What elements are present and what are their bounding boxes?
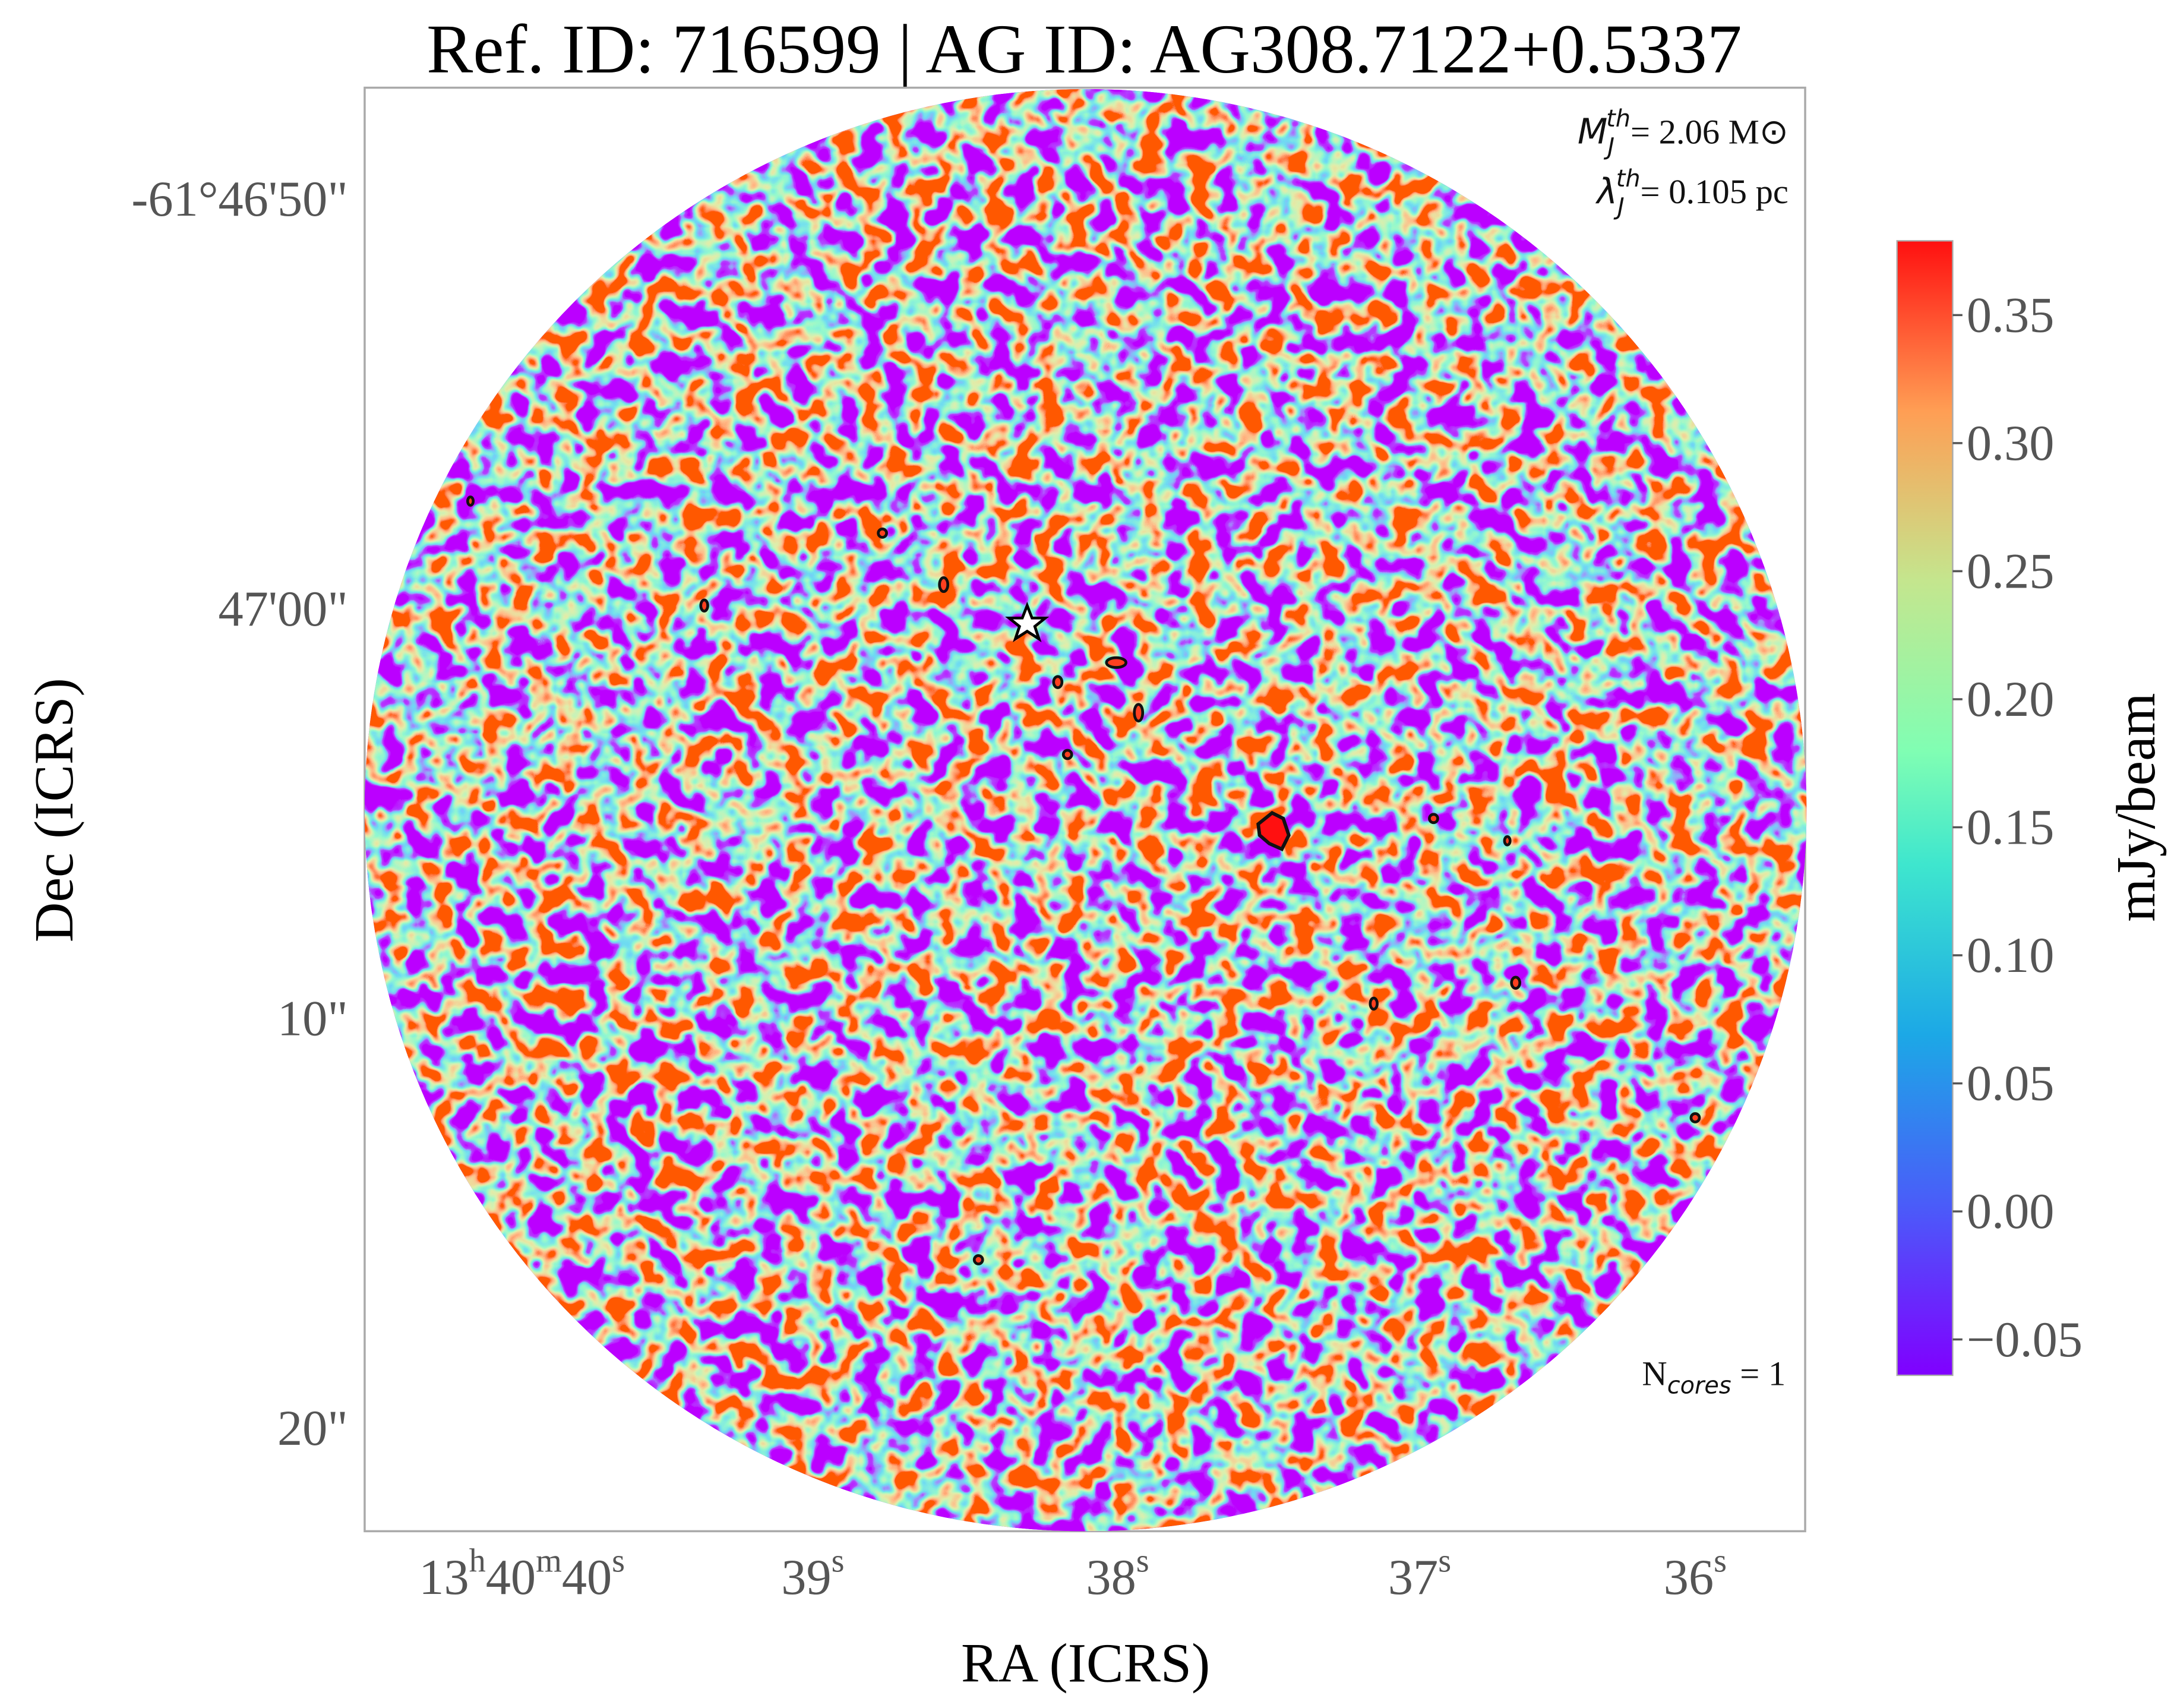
- ann-part: N: [1642, 1354, 1667, 1393]
- ann-part: th: [1616, 165, 1641, 192]
- ann-part: λ: [1595, 171, 1617, 211]
- x-tick-label: 38s: [1086, 1542, 1149, 1605]
- colorbar-tick-label: 0.35: [1967, 288, 2055, 343]
- colorbar-tick-label: −0.05: [1967, 1312, 2083, 1368]
- colorbar-tick-label: 0.15: [1967, 800, 2055, 855]
- colorbar-tick-label: 0.25: [1967, 544, 2055, 599]
- jeans-mass: MJth= 2.06 M⊙: [1578, 105, 1789, 160]
- unit-sup: m: [536, 1542, 562, 1579]
- y-axis-label: Dec (ICRS): [23, 678, 85, 942]
- y-tick-label: 47'00": [218, 582, 347, 637]
- x-tick-label: 13h40m40s: [419, 1542, 625, 1605]
- tick-part: 13: [419, 1550, 469, 1605]
- tick-part: 40: [562, 1550, 612, 1605]
- ann-part: = 2.06 M⊙: [1630, 112, 1789, 151]
- unit-sup: s: [612, 1542, 625, 1579]
- x-axis-label: RA (ICRS): [961, 1632, 1210, 1694]
- colorbar-tick-label: 0.30: [1967, 416, 2055, 471]
- unit-sup: s: [832, 1542, 845, 1579]
- x-tick-label: 36s: [1664, 1542, 1727, 1605]
- y-tick-label: -61°46'50": [131, 172, 347, 227]
- x-tick-label: 39s: [781, 1542, 844, 1605]
- ann-part: M: [1578, 111, 1608, 151]
- y-tick-label: 20": [277, 1401, 348, 1456]
- unit-sup: s: [1136, 1542, 1149, 1579]
- ann-part: = 1: [1731, 1354, 1786, 1393]
- colorbar-label: mJy/beam: [2105, 693, 2167, 921]
- colorbar-tick-label: 0.05: [1967, 1056, 2055, 1112]
- chart-title: Ref. ID: 716599 | AG ID: AG308.7122+0.53…: [426, 11, 1742, 88]
- map-noise: [364, 89, 1807, 1532]
- colorbar-tick-label: 0.10: [1967, 928, 2055, 983]
- contours: [466, 495, 1701, 1265]
- tick-part: 39: [781, 1550, 831, 1605]
- unit-sup: h: [469, 1542, 486, 1579]
- y-tick-label: 10": [277, 991, 348, 1046]
- jeans-length: λJth= 0.105 pc: [1595, 165, 1789, 220]
- unit-sup: s: [1714, 1542, 1727, 1579]
- tick-part: 36: [1664, 1550, 1714, 1605]
- ann-part: cores: [1667, 1372, 1731, 1399]
- x-tick-label: 37s: [1388, 1542, 1451, 1605]
- unit-sup: s: [1438, 1542, 1451, 1579]
- core-count: Ncores = 1: [1642, 1354, 1786, 1399]
- tick-part: 38: [1086, 1550, 1136, 1605]
- intensity-map: [364, 89, 1807, 1532]
- colorbar-tick-label: 0.00: [1967, 1184, 2055, 1239]
- tick-part: 40: [486, 1550, 536, 1605]
- colorbar: [1896, 240, 1954, 1376]
- tick-part: 37: [1388, 1550, 1438, 1605]
- ann-part: = 0.105 pc: [1641, 172, 1789, 211]
- colorbar-tick-label: 0.20: [1967, 672, 2055, 727]
- star-marker: [1005, 601, 1050, 643]
- ann-part: th: [1606, 105, 1630, 132]
